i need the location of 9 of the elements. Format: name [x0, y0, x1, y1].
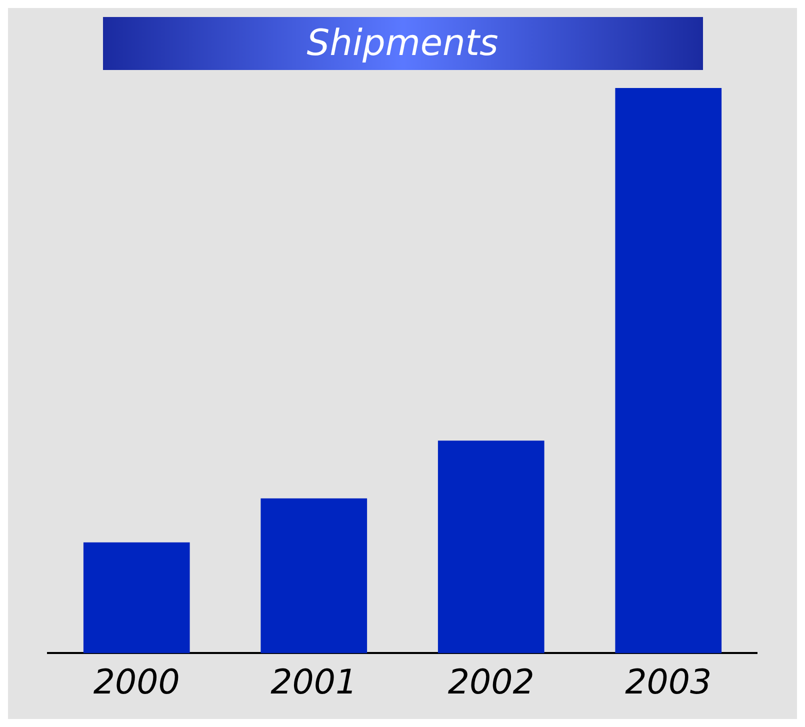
bar — [83, 542, 190, 654]
chart-title: Shipments — [102, 16, 702, 70]
x-tick-label: 2001 — [270, 662, 358, 702]
bar — [438, 440, 544, 654]
x-tick-label: 2002 — [448, 662, 534, 702]
bar — [615, 88, 722, 654]
x-tick-label: 2000 — [93, 662, 180, 702]
bar — [260, 498, 368, 654]
x-tick-label: 2003 — [625, 662, 712, 702]
